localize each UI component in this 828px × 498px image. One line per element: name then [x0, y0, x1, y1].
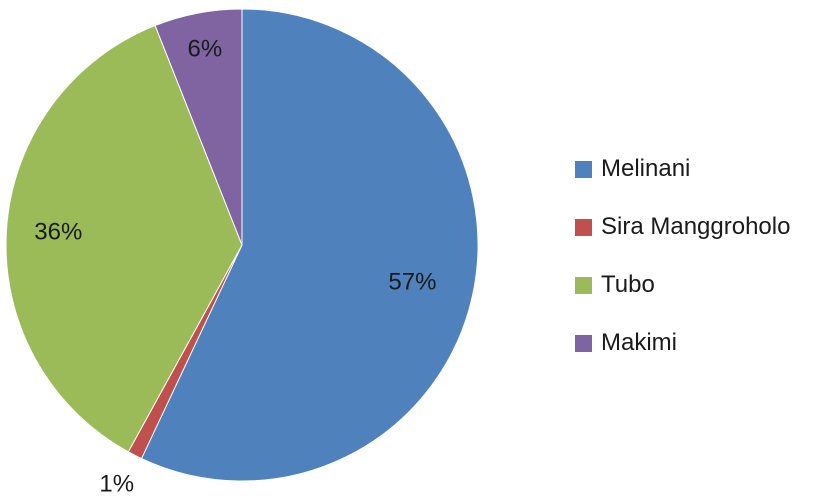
pie-slice-melinani — [140, 8, 479, 482]
legend-label-tubo: Tubo — [601, 271, 655, 298]
legend-item-tubo: Tubo — [575, 256, 790, 314]
pie-slice-tubo — [5, 24, 243, 453]
legend-swatch-makimi — [575, 334, 592, 352]
legend-swatch-tubo — [575, 276, 592, 294]
data-label-makimi: 6% — [188, 36, 223, 63]
data-label-melinani: 57% — [388, 268, 436, 295]
legend-label-makimi: Makimi — [601, 329, 677, 356]
legend-item-makimi: Makimi — [575, 314, 790, 372]
data-label-sira-manggroholo: 1% — [99, 471, 134, 498]
data-label-tubo: 36% — [34, 219, 82, 246]
chart-legend: Melinani Sira Manggroholo Tubo Makimi — [575, 140, 790, 372]
legend-label-sira-manggroholo: Sira Manggroholo — [601, 213, 791, 240]
legend-label-melinani: Melinani — [601, 155, 691, 182]
legend-swatch-melinani — [575, 160, 592, 178]
legend-swatch-sira-manggroholo — [575, 218, 592, 236]
legend-item-sira-manggroholo: Sira Manggroholo — [575, 198, 790, 256]
legend-item-melinani: Melinani — [575, 140, 790, 198]
pie-slice-makimi — [154, 8, 243, 246]
